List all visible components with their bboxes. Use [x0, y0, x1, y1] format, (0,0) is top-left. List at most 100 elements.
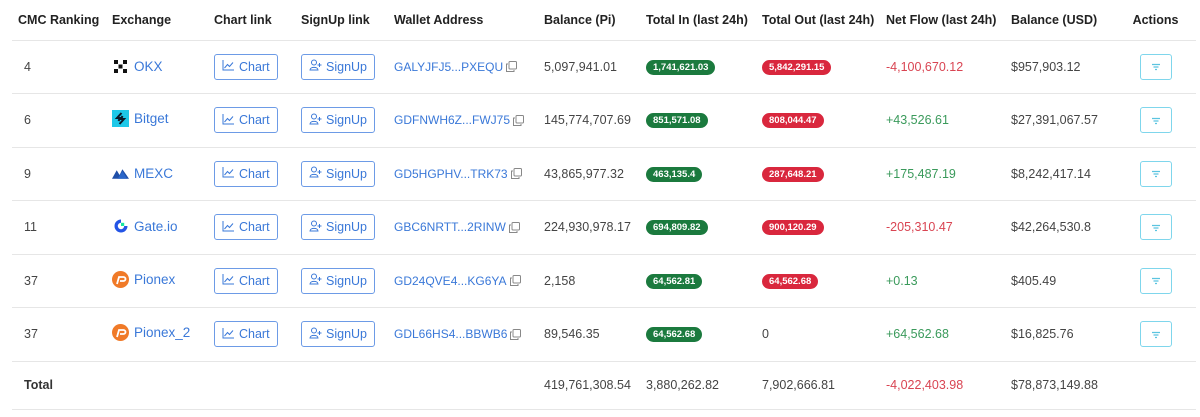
chart-button[interactable]: Chart	[214, 160, 278, 187]
exchange-link[interactable]: Gate.io	[112, 218, 178, 235]
signup-button[interactable]: SignUp	[301, 53, 375, 80]
cmc-rank: 6	[12, 93, 106, 148]
exchange-link[interactable]: MEXC	[112, 165, 173, 182]
line-chart-icon	[222, 220, 235, 235]
total-in-badge: 64,562.81	[646, 273, 703, 289]
chart-button[interactable]: Chart	[214, 321, 278, 348]
chart-button-label: Chart	[239, 59, 270, 74]
signup-button[interactable]: SignUp	[301, 214, 375, 241]
chart-button[interactable]: Chart	[214, 267, 278, 294]
net-flow: +175,487.19	[880, 147, 1005, 201]
copy-icon[interactable]	[510, 328, 522, 340]
header-net-flow[interactable]: Net Flow (last 24h)	[880, 0, 1005, 41]
header-balance-pi[interactable]: Balance (Pi)	[538, 0, 640, 41]
copy-icon[interactable]	[510, 168, 522, 180]
filter-icon	[1151, 166, 1161, 181]
total-in-badge: 463,135.4	[646, 166, 703, 182]
header-wallet-address: Wallet Address	[388, 0, 538, 41]
header-signup-link: SignUp link	[295, 0, 388, 41]
filter-icon	[1151, 220, 1161, 235]
copy-icon[interactable]	[506, 61, 518, 73]
cmc-rank: 9	[12, 147, 106, 201]
total-out-badge: 64,562.68	[762, 273, 819, 289]
filter-icon	[1151, 59, 1161, 74]
header-actions: Actions	[1109, 0, 1196, 41]
copy-icon[interactable]	[509, 275, 521, 287]
exchange-name: Bitget	[134, 111, 169, 127]
wallet-address: GALYJFJ5...PXEQU	[394, 59, 504, 74]
exchange-name: Gate.io	[134, 218, 178, 234]
user-add-icon	[309, 113, 322, 128]
copy-icon[interactable]	[508, 221, 520, 233]
total-in-badge: 851,571.08	[646, 113, 708, 129]
header-exchange[interactable]: Exchange	[106, 0, 208, 41]
balance-usd: $957,903.12	[1005, 40, 1109, 94]
actions-filter-button[interactable]	[1139, 53, 1172, 80]
gateio-logo-icon	[112, 218, 129, 235]
table-row: 37 Pionex_2 Chart SignUp	[12, 307, 1196, 362]
exchange-link[interactable]: OKX	[112, 58, 163, 75]
exchange-link[interactable]: Pionex_2	[112, 324, 190, 342]
total-out-sum: 7,902,666.81	[756, 361, 880, 410]
table-row: 4 OKX Chart SignUp	[12, 40, 1196, 94]
net-flow: +0.13	[880, 254, 1005, 308]
signup-button-label: SignUp	[326, 59, 367, 74]
header-balance-usd[interactable]: Balance (USD)	[1005, 0, 1109, 41]
chart-button[interactable]: Chart	[214, 107, 278, 134]
header-total-in[interactable]: Total In (last 24h)	[640, 0, 756, 41]
signup-button[interactable]: SignUp	[301, 160, 375, 187]
exchange-name: Pionex	[134, 271, 176, 287]
total-in-badge: 1,741,621.03	[646, 59, 716, 75]
table-row: 11 Gate.io Chart SignUp	[12, 200, 1196, 255]
balance-pi: 43,865,977.32	[538, 147, 640, 201]
line-chart-icon	[222, 113, 235, 128]
actions-filter-button[interactable]	[1139, 267, 1172, 294]
wallet-address-link[interactable]: GD24QVE4...KG6YA	[394, 274, 521, 288]
actions-filter-button[interactable]	[1139, 214, 1172, 241]
chart-button[interactable]: Chart	[214, 214, 278, 241]
wallet-address-link[interactable]: GDFNWH6Z...FWJ75	[394, 113, 524, 127]
table-row: 37 Pionex Chart SignUp	[12, 254, 1196, 308]
signup-button-label: SignUp	[326, 327, 367, 342]
actions-filter-button[interactable]	[1139, 321, 1172, 348]
exchange-link[interactable]: Bitget	[112, 110, 169, 128]
total-out-badge: 900,120.29	[762, 220, 824, 236]
actions-filter-button[interactable]	[1139, 107, 1172, 134]
total-out-badge: 287,648.21	[762, 166, 824, 182]
exchange-name: MEXC	[134, 166, 174, 181]
total-in-sum: 3,880,262.82	[640, 361, 756, 410]
exchange-link[interactable]: Pionex	[112, 270, 176, 288]
wallet-address-link[interactable]: GALYJFJ5...PXEQU	[394, 59, 518, 74]
balance-pi: 224,930,978.17	[538, 200, 640, 255]
header-cmc-ranking[interactable]: CMC Ranking	[12, 0, 106, 41]
total-out: 0	[762, 327, 769, 342]
table-header-row: CMC Ranking Exchange Chart link SignUp l…	[12, 0, 1196, 41]
net-flow: -205,310.47	[880, 200, 1005, 255]
signup-button[interactable]: SignUp	[301, 107, 375, 134]
wallet-address: GDL66HS4...BBWB6	[394, 327, 508, 342]
balance-usd: $405.49	[1005, 254, 1109, 308]
chart-button-label: Chart	[239, 166, 270, 181]
balance-usd: $16,825.76	[1005, 307, 1109, 362]
wallet-address: GD5HGPHV...TRK73	[394, 166, 508, 181]
chart-button[interactable]: Chart	[214, 53, 278, 80]
wallet-address-link[interactable]: GD5HGPHV...TRK73	[394, 167, 522, 181]
user-add-icon	[309, 220, 322, 235]
okx-logo-icon	[112, 58, 129, 75]
filter-icon	[1151, 113, 1161, 128]
user-add-icon	[309, 166, 322, 181]
actions-filter-button[interactable]	[1139, 160, 1172, 187]
copy-icon[interactable]	[513, 114, 524, 126]
line-chart-icon	[222, 273, 235, 288]
wallet-address-link[interactable]: GDL66HS4...BBWB6	[394, 327, 522, 342]
exchange-name: OKX	[134, 58, 163, 74]
wallet-address: GBC6NRTT...2RINW	[394, 220, 506, 235]
chart-button-label: Chart	[239, 220, 270, 235]
table-row: 6 Bitget Chart SignUp	[12, 93, 1196, 148]
balance-usd: $8,242,417.14	[1005, 147, 1109, 201]
wallet-address-link[interactable]: GBC6NRTT...2RINW	[394, 220, 520, 234]
signup-button[interactable]: SignUp	[301, 321, 375, 348]
table-row: 9 MEXC Chart SignUp	[12, 147, 1196, 201]
signup-button[interactable]: SignUp	[301, 267, 375, 294]
header-total-out[interactable]: Total Out (last 24h)	[756, 0, 880, 41]
